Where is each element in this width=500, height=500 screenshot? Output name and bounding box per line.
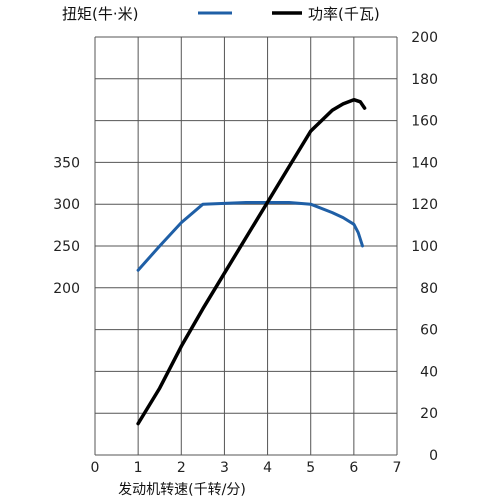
right-tick-label: 40 (420, 364, 438, 380)
legend-label: 功率(千瓦) (308, 5, 380, 23)
left-tick-label: 300 (53, 197, 80, 213)
power-line (136, 97, 367, 426)
x-tick-label: 5 (306, 460, 315, 476)
left-tick-label: 250 (53, 239, 80, 255)
right-tick-label: 0 (429, 448, 438, 464)
axes: 0 1 2 3 4 5 6 7 200 250 300 350 0 20 40 60 80 100 120 140 16… (53, 30, 438, 476)
right-tick-label: 80 (420, 281, 438, 297)
right-tick-label: 180 (411, 72, 438, 88)
right-tick-label: 140 (411, 155, 438, 171)
grid (94, 36, 398, 456)
x-tick-label: 4 (263, 460, 272, 476)
right-tick-label: 20 (420, 406, 438, 422)
x-tick-label: 6 (349, 460, 358, 476)
torque-line (136, 201, 364, 272)
right-tick-label: 60 (420, 323, 438, 339)
right-tick-label: 100 (411, 239, 438, 255)
left-tick-label: 200 (53, 281, 80, 297)
x-tick-label: 1 (134, 460, 143, 476)
legend-label: 扭矩(牛·米) (62, 5, 138, 23)
legend: 扭矩(牛·米) 功率(千瓦) (62, 5, 380, 23)
right-tick-label: 200 (411, 30, 438, 46)
x-tick-label: 0 (91, 460, 100, 476)
x-tick-label: 7 (393, 460, 402, 476)
right-tick-label: 120 (411, 197, 438, 213)
x-tick-label: 2 (177, 460, 186, 476)
right-tick-label: 160 (411, 114, 438, 130)
series-layer (136, 97, 367, 426)
x-axis-title: 发动机转速(千转/分) (118, 482, 246, 498)
left-tick-label: 350 (53, 155, 80, 171)
x-tick-label: 3 (220, 460, 229, 476)
